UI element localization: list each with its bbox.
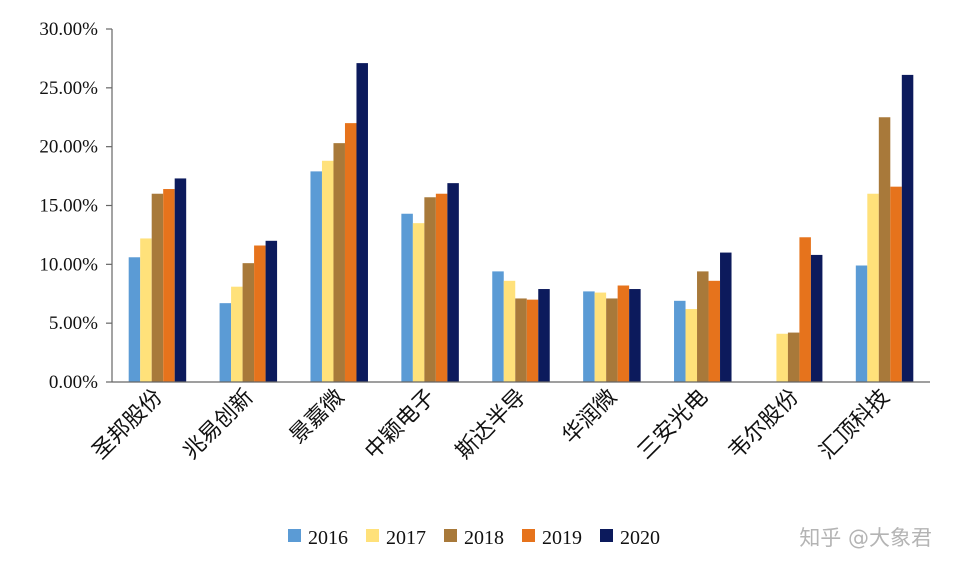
bar-2019 <box>526 299 539 382</box>
bar-2017 <box>594 292 607 382</box>
x-tick-label: 景嘉微 <box>285 385 349 449</box>
bar-2017 <box>503 280 516 382</box>
bar-2018 <box>606 298 618 382</box>
y-tick-label: 10.00% <box>39 254 98 275</box>
bar-2019 <box>344 123 357 382</box>
bar-2019 <box>890 186 902 382</box>
legend-label-2020: 2020 <box>620 527 660 549</box>
watermark: 知乎 @大象君 <box>799 526 932 550</box>
bar-2018 <box>333 143 345 382</box>
bar-2019 <box>254 245 266 382</box>
bar-2018 <box>515 298 527 382</box>
bar-2018 <box>787 332 800 382</box>
x-tick-label: 中颖电子 <box>360 385 440 465</box>
bar-2020 <box>538 289 550 382</box>
bar-2020 <box>265 240 278 382</box>
bar-2020 <box>356 63 368 383</box>
bar-2018 <box>242 263 255 382</box>
bar-2016 <box>583 291 595 382</box>
x-tick-label: 汇顶科技 <box>815 385 895 465</box>
bar-2019 <box>799 237 811 382</box>
x-tick-label: 斯达半导 <box>451 385 531 465</box>
bar-2017 <box>412 223 425 382</box>
legend-swatch-2016 <box>288 529 301 542</box>
bar-2016 <box>855 265 868 382</box>
y-tick-label: 5.00% <box>49 313 98 334</box>
x-tick-label: 兆易创新 <box>179 385 259 465</box>
legend: 2016 2017 2018 2019 2020 <box>288 527 660 549</box>
y-tick-label: 25.00% <box>39 78 98 99</box>
y-axis-ticks: 0.00% 5.00% 10.00% 15.00% 20.00% 25.00% 30.00% <box>39 19 112 393</box>
bar-2018 <box>878 117 891 382</box>
bar-2018 <box>151 193 164 382</box>
bar-2016 <box>401 213 413 382</box>
bar-2020 <box>901 74 914 382</box>
x-tick-label: 三安光电 <box>633 385 713 465</box>
bar-2020 <box>447 183 459 382</box>
bar-2017 <box>867 193 879 382</box>
bar-2016 <box>219 303 232 382</box>
bar-2017 <box>140 238 152 382</box>
bar-2019 <box>435 193 448 382</box>
bar-2017 <box>776 333 788 382</box>
legend-swatch-2018 <box>444 529 457 542</box>
bar-2020 <box>810 254 823 382</box>
x-axis-labels: 圣邦股份 兆易创新 景嘉微 中颖电子 斯达半导 华润微 三安光电 韦尔股份 汇顶科技 <box>88 385 895 465</box>
bar-2019 <box>163 189 175 382</box>
bar-2016 <box>674 300 686 382</box>
x-tick-label: 华润微 <box>558 385 622 449</box>
x-tick-label: 圣邦股份 <box>88 385 168 465</box>
bar-2020 <box>629 289 641 382</box>
bar-2016 <box>492 271 504 382</box>
bar-2020 <box>720 252 732 382</box>
legend-swatch-2019 <box>522 529 535 542</box>
bar-2017 <box>321 160 334 382</box>
bar-2018 <box>424 197 436 382</box>
y-tick-label: 0.00% <box>49 372 98 393</box>
legend-swatch-2020 <box>600 529 613 542</box>
legend-label-2018: 2018 <box>464 527 504 549</box>
bar-2020 <box>174 178 187 382</box>
legend-label-2017: 2017 <box>386 527 426 549</box>
legend-label-2019: 2019 <box>542 527 582 549</box>
legend-label-2016: 2016 <box>308 527 348 549</box>
bar-2019 <box>617 285 630 382</box>
bar-series <box>128 63 914 383</box>
bar-2017 <box>685 309 698 382</box>
bar-2016 <box>310 171 322 382</box>
y-tick-label: 20.00% <box>39 137 98 158</box>
legend-swatch-2017 <box>366 529 379 542</box>
bar-2018 <box>697 271 709 382</box>
bar-2019 <box>708 280 721 382</box>
x-tick-label: 韦尔股份 <box>724 385 804 465</box>
bar-2017 <box>231 286 243 382</box>
y-tick-label: 30.00% <box>39 19 98 40</box>
bar-2016 <box>128 257 141 382</box>
y-tick-label: 15.00% <box>39 196 98 217</box>
